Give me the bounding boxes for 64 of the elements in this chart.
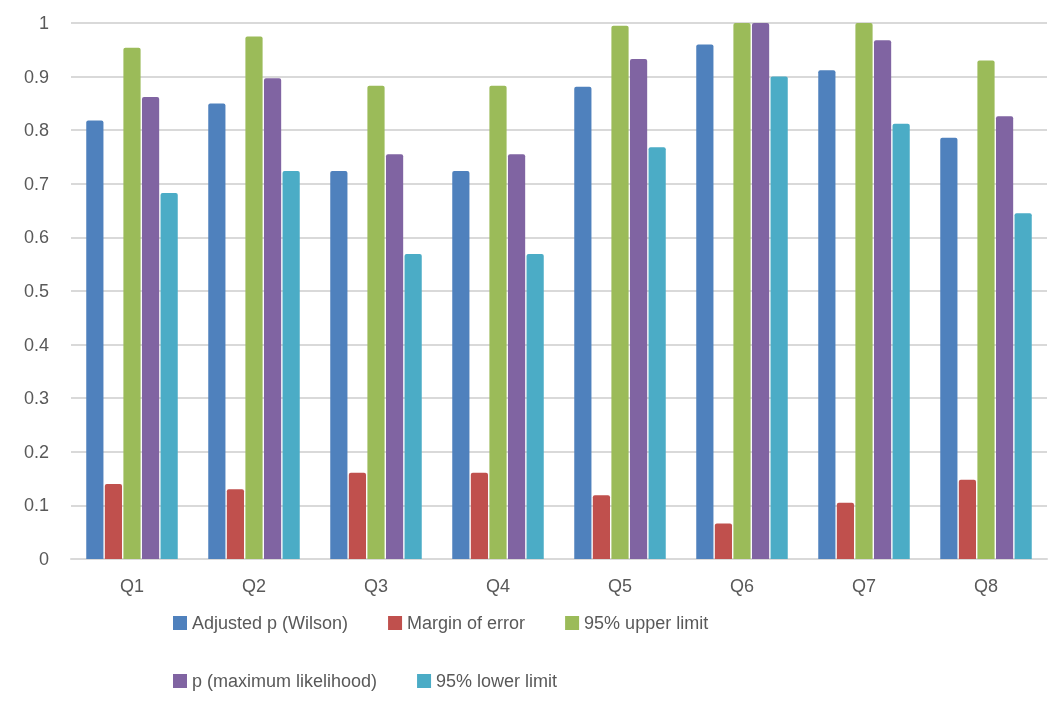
bar xyxy=(526,254,544,559)
x-tick-label: Q1 xyxy=(119,576,145,596)
bar xyxy=(892,123,910,559)
bar xyxy=(855,23,873,559)
bar xyxy=(263,78,282,559)
y-tick-label: 0.7 xyxy=(23,173,49,194)
x-tick-label: Q4 xyxy=(485,576,511,596)
bar xyxy=(507,154,526,559)
bar xyxy=(818,70,836,559)
bar xyxy=(592,495,611,559)
bar xyxy=(611,25,629,559)
bar xyxy=(489,85,507,559)
bar xyxy=(940,137,958,559)
y-tick-label: 0.1 xyxy=(23,495,49,516)
legend-label: 95% upper limit xyxy=(584,613,709,633)
bar xyxy=(330,170,348,559)
x-tick-label: Q5 xyxy=(607,576,633,596)
bar xyxy=(751,23,770,559)
legend-label: p (maximum likelihood) xyxy=(192,671,378,691)
legend-label: Margin of error xyxy=(407,613,526,633)
y-tick-label: 0.6 xyxy=(23,227,49,248)
bar xyxy=(348,472,367,559)
y-tick-label: 0.4 xyxy=(23,334,49,355)
bar xyxy=(86,120,104,559)
bar xyxy=(714,523,733,559)
y-tick-label: 1 xyxy=(38,13,49,33)
x-tick-label: Q6 xyxy=(729,576,755,596)
bar xyxy=(470,472,489,559)
x-tick-label: Q2 xyxy=(241,576,267,596)
bar xyxy=(367,85,385,559)
bar xyxy=(958,479,977,559)
x-tick-label: Q3 xyxy=(363,576,389,596)
y-tick-label: 0.8 xyxy=(23,120,49,141)
bar xyxy=(574,86,592,559)
legend-label: Adjusted p (Wilson) xyxy=(192,613,349,633)
bar xyxy=(226,489,245,559)
bar xyxy=(696,44,714,559)
y-tick-label: 0.2 xyxy=(23,441,49,462)
bar xyxy=(404,254,422,559)
legend-label: 95% lower limit xyxy=(436,671,558,691)
bar xyxy=(836,502,855,559)
bar xyxy=(733,23,751,559)
y-tick-label: 0.5 xyxy=(23,281,49,301)
bar xyxy=(104,483,123,559)
bar xyxy=(123,47,141,559)
bar xyxy=(629,58,648,559)
bar xyxy=(1014,213,1032,559)
bar xyxy=(452,170,470,559)
y-tick-label: 0.3 xyxy=(23,388,49,409)
y-tick-label: 0.9 xyxy=(23,66,49,87)
bar xyxy=(141,96,160,559)
bar xyxy=(208,103,226,559)
x-tick-label: Q8 xyxy=(973,576,999,596)
bar xyxy=(873,40,892,559)
y-tick-label: 0 xyxy=(38,549,49,569)
bar xyxy=(770,76,788,559)
bar xyxy=(385,154,404,559)
bar xyxy=(995,116,1014,559)
x-tick-label: Q7 xyxy=(851,576,877,596)
bar xyxy=(245,36,263,559)
bar xyxy=(282,170,300,559)
bar xyxy=(977,60,995,559)
bar xyxy=(160,192,178,559)
bar xyxy=(648,147,666,559)
